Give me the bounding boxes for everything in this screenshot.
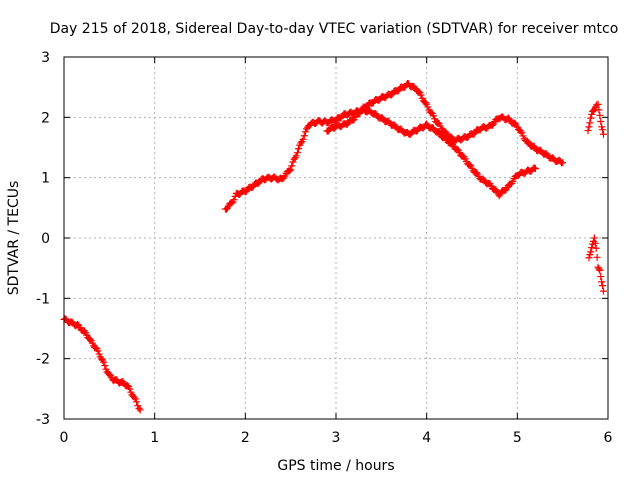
series-segment-late-upper — [584, 100, 607, 138]
data-point-marker — [599, 126, 607, 134]
data-point-marker — [292, 152, 300, 160]
data-point-marker — [417, 91, 425, 99]
chart-title: Day 215 of 2018, Sidereal Day-to-day VTE… — [50, 21, 619, 37]
grid-lines — [64, 57, 608, 419]
data-point-marker — [559, 159, 567, 167]
data-point-marker — [422, 99, 430, 107]
data-point-marker — [599, 287, 607, 295]
data-point-marker — [593, 253, 601, 261]
x-tick-label: 2 — [241, 430, 250, 446]
data-point-marker — [586, 119, 594, 127]
data-point-marker — [133, 398, 141, 406]
data-point-marker — [299, 135, 307, 143]
data-point-marker — [587, 114, 595, 122]
data-point-marker — [591, 239, 599, 247]
data-point-marker — [495, 192, 503, 200]
data-point-marker — [592, 244, 600, 252]
data-point-marker — [94, 347, 102, 355]
y-tick-label: 2 — [41, 110, 50, 126]
data-point-marker — [594, 263, 602, 271]
data-point-marker — [589, 107, 597, 115]
data-point-marker — [448, 133, 456, 141]
data-point-marker — [288, 162, 296, 170]
data-point-marker — [293, 149, 301, 157]
data-point-marker — [136, 406, 144, 414]
data-point-marker — [596, 266, 604, 274]
data-point-marker — [584, 127, 592, 135]
data-point-marker — [100, 358, 108, 366]
data-point-marker — [300, 132, 308, 140]
data-point-marker — [343, 120, 351, 128]
y-tick-label: -3 — [36, 412, 50, 428]
y-tick-label: 3 — [41, 50, 50, 66]
data-point-marker — [590, 234, 598, 242]
x-tick-label: 5 — [513, 430, 522, 446]
data-point-marker — [473, 169, 481, 177]
y-tick-label: -1 — [36, 291, 50, 307]
y-tick-label: 0 — [41, 231, 50, 247]
data-point-marker — [86, 335, 94, 343]
x-tick-label: 0 — [60, 430, 69, 446]
series-segment-lower-branch — [221, 105, 539, 213]
y-axis-label: SDTVAR / TECUs — [6, 181, 22, 296]
data-points — [60, 80, 607, 414]
data-point-marker — [488, 121, 496, 129]
data-point-marker — [595, 106, 603, 114]
x-tick-label: 1 — [150, 430, 159, 446]
data-point-marker — [424, 103, 432, 111]
data-point-marker — [429, 112, 437, 120]
data-point-marker — [80, 327, 88, 335]
data-point-marker — [423, 120, 431, 128]
data-point-marker — [287, 166, 295, 174]
data-point-marker — [585, 123, 593, 131]
data-point-marker — [599, 130, 607, 138]
data-point-marker — [524, 137, 532, 145]
data-point-marker — [597, 273, 605, 281]
data-point-marker — [511, 119, 519, 127]
data-point-marker — [599, 282, 607, 290]
data-point-marker — [135, 404, 143, 412]
data-point-marker — [130, 393, 138, 401]
data-point-marker — [588, 110, 596, 118]
data-point-marker — [585, 254, 593, 262]
data-point-marker — [101, 362, 109, 370]
data-point-marker — [595, 265, 603, 273]
x-tick-label: 4 — [422, 430, 431, 446]
data-point-marker — [598, 278, 606, 286]
data-point-marker — [543, 150, 551, 158]
axis-ticks: 0 1 2 3 4 5 6 -3 -2 -1 0 1 2 3 — [36, 50, 613, 446]
x-axis-label: GPS time / hours — [277, 458, 394, 474]
data-point-marker — [530, 164, 538, 172]
data-point-marker — [588, 244, 596, 252]
y-tick-label: 1 — [41, 171, 50, 187]
data-point-marker — [596, 111, 604, 119]
data-point-marker — [587, 248, 595, 256]
data-point-marker — [255, 179, 263, 187]
data-point-marker — [297, 139, 305, 147]
x-tick-label: 3 — [332, 430, 341, 446]
series-segment-late-lower — [585, 234, 607, 295]
data-point-marker — [391, 121, 399, 129]
data-point-marker — [594, 100, 602, 108]
y-tick-label: -2 — [36, 352, 50, 368]
data-point-marker — [131, 395, 139, 403]
data-point-marker — [531, 165, 539, 173]
data-point-marker — [230, 196, 238, 204]
data-point-marker — [518, 129, 526, 137]
data-point-marker — [295, 145, 303, 153]
data-point-marker — [492, 186, 500, 194]
data-point-marker — [286, 167, 294, 175]
data-point-marker — [597, 118, 605, 126]
x-tick-label: 6 — [604, 430, 613, 446]
data-point-marker — [126, 385, 134, 393]
series-segment-early-morning — [60, 315, 144, 414]
series-segment-upper-branch — [323, 80, 567, 167]
